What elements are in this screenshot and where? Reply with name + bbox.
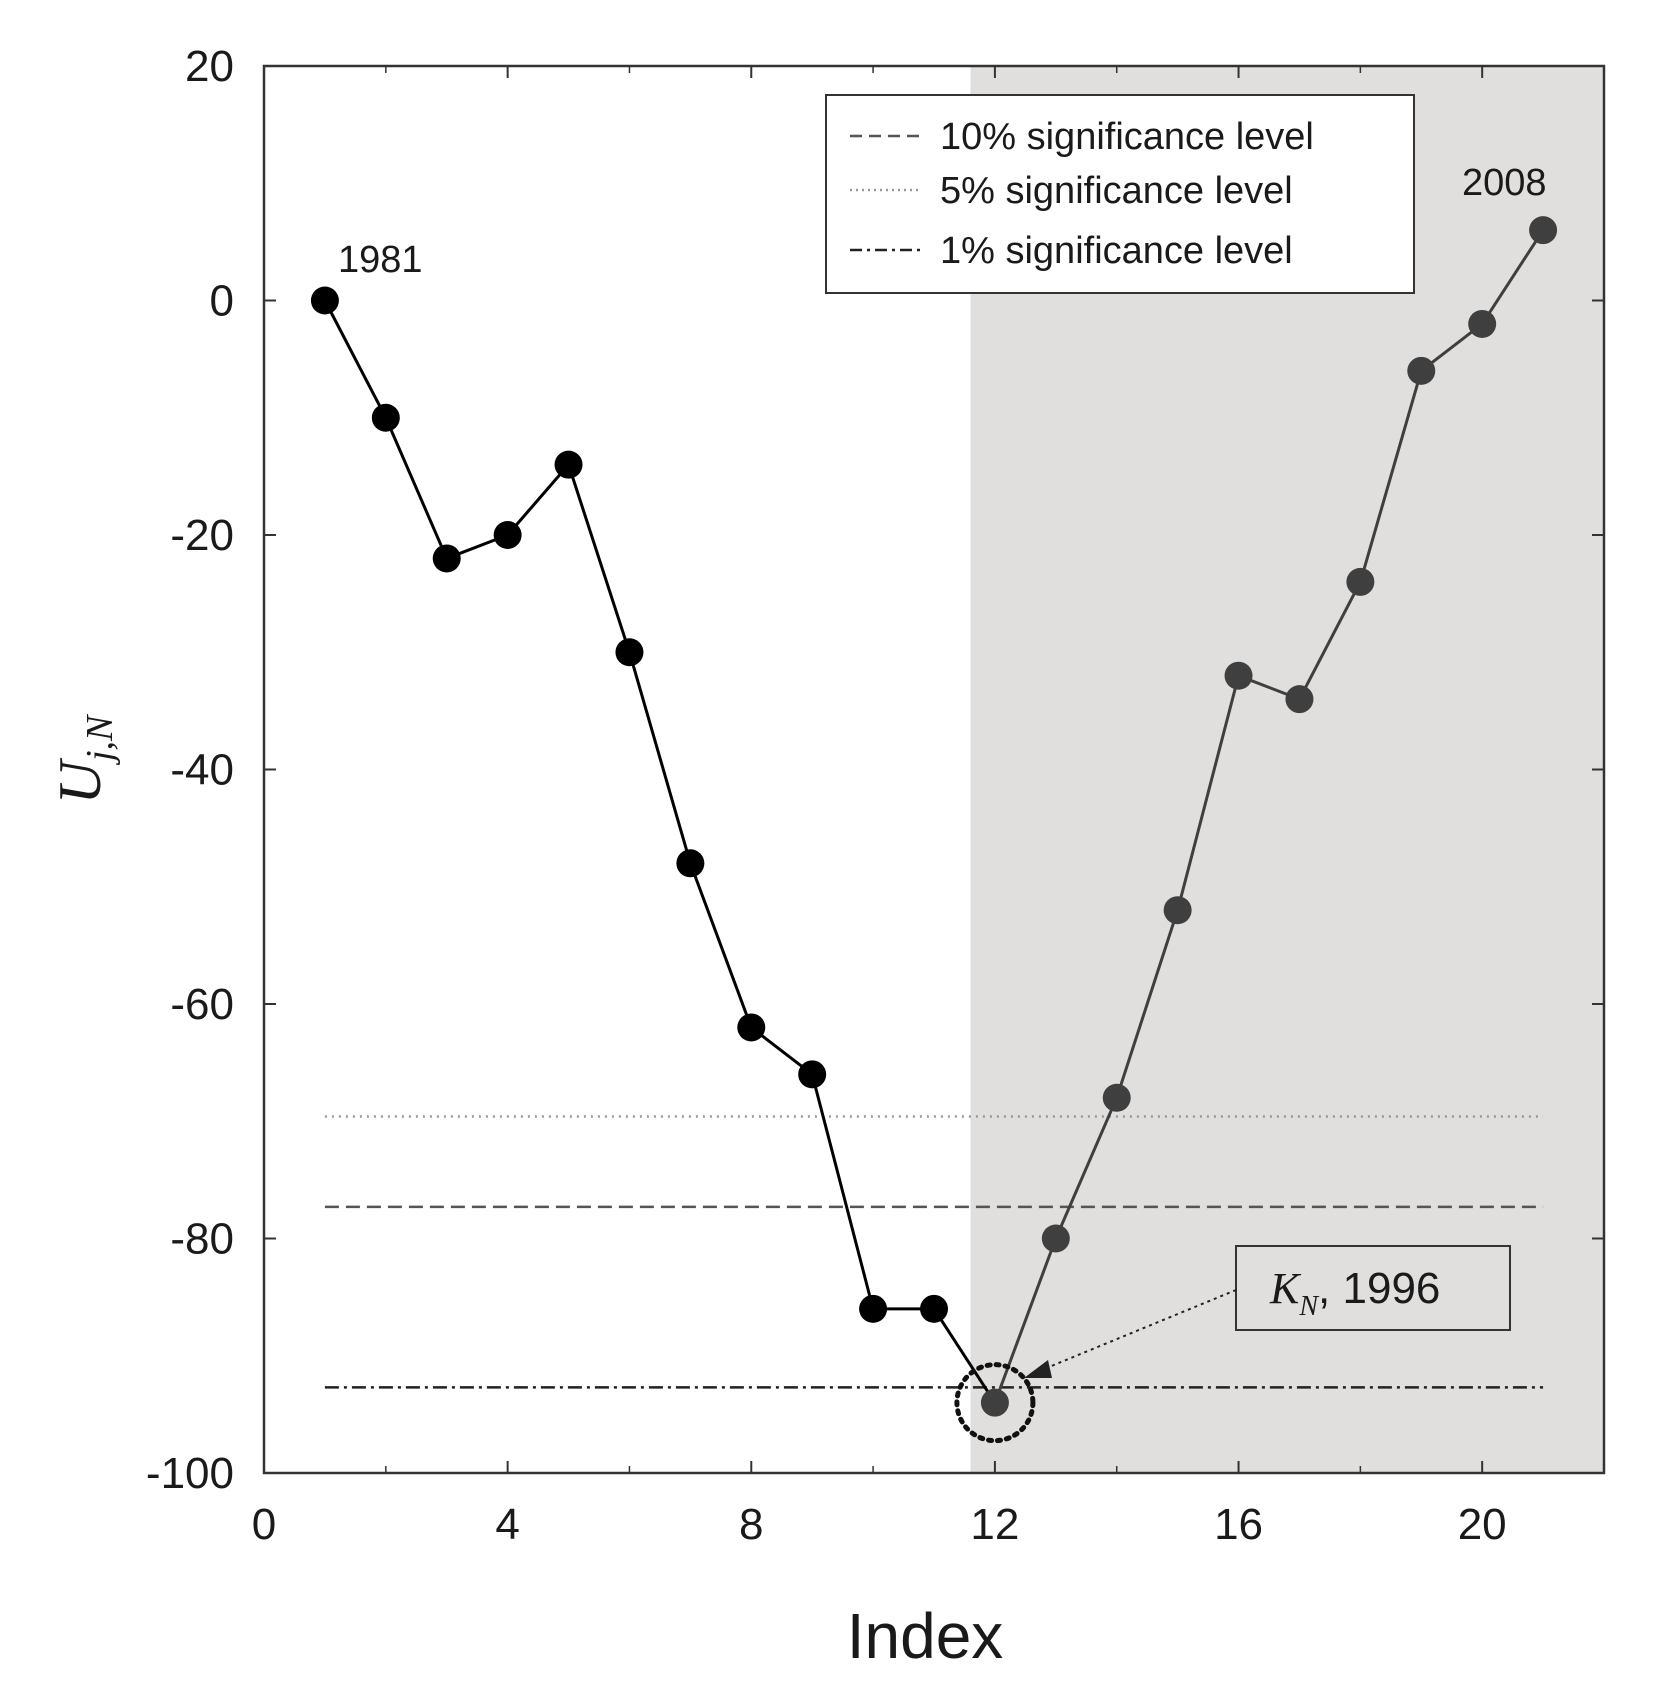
y-tick-label: 0 (210, 277, 234, 326)
data-point (1102, 1083, 1131, 1112)
data-point (371, 403, 400, 432)
series-segment (1298, 581, 1362, 700)
series-segment (1480, 229, 1545, 325)
legend-label-1pct: 1% significance level (940, 230, 1293, 272)
data-point (310, 286, 339, 315)
change-point-year: , 1996 (1318, 1264, 1440, 1313)
x-axis-title: Index (847, 1600, 1004, 1672)
change-point-circle (954, 1362, 1036, 1444)
change-point-arrow (1031, 1289, 1237, 1375)
data-point (432, 544, 461, 573)
change-point-label-box (1235, 1245, 1511, 1331)
data-point (1163, 896, 1192, 925)
data-point (554, 450, 583, 479)
data-point (920, 1294, 948, 1323)
data-point (1529, 216, 1558, 245)
data-point (615, 638, 644, 667)
data-point (1346, 567, 1375, 596)
series-segment (932, 1308, 997, 1404)
x-tick-label: 20 (1458, 1500, 1507, 1549)
data-point (859, 1294, 888, 1323)
y-axis-title-main: U (47, 757, 113, 804)
y-axis-title: Uj,N (47, 713, 121, 804)
series-segment (567, 464, 631, 653)
data-point (1285, 685, 1314, 714)
legend-label-5pct: 5% significance level (940, 170, 1293, 212)
data-point (493, 521, 522, 549)
data-point (737, 1013, 766, 1042)
y-axis-title-sub: j,N (79, 713, 121, 766)
data-point (1224, 661, 1253, 690)
change-point-arrowhead (1024, 1360, 1052, 1378)
data-point (798, 1060, 827, 1089)
legend: 10% significance level 5% significance l… (825, 94, 1415, 294)
x-tick-label: 8 (739, 1500, 763, 1549)
axes: 0 4 8 12 16 20 20 0 -20 -40 -60 -80 -100 (146, 42, 1606, 1549)
y-tick-label: 20 (185, 42, 234, 91)
series-segment (688, 862, 753, 1028)
series-segment (1358, 370, 1423, 583)
series-segment (1176, 675, 1240, 911)
data-point (676, 849, 705, 878)
series-segment (993, 1237, 1058, 1404)
annotation-end-year: 2008 (1462, 162, 1547, 204)
change-point-annotation: KN, 1996 (1024, 1245, 1511, 1378)
x-tick-label: 0 (252, 1500, 276, 1549)
y-tick-label: -20 (170, 511, 234, 560)
data-point (1041, 1224, 1070, 1253)
change-point-subscript: N (1298, 1291, 1319, 1322)
data-point (980, 1388, 1009, 1417)
threshold-lines (324, 1115, 1544, 1389)
series-segment (628, 651, 692, 864)
series-segment (384, 417, 449, 560)
change-point-label: KN, 1996 (1269, 1264, 1440, 1322)
data-points (310, 216, 1558, 1444)
data-point (1468, 309, 1497, 338)
series-segment (1054, 1097, 1119, 1240)
x-tick-label: 16 (1214, 1500, 1263, 1549)
x-tick-label: 12 (970, 1500, 1019, 1549)
change-point-symbol: K (1269, 1264, 1302, 1313)
y-tick-label: -80 (170, 1215, 234, 1264)
legend-label-10pct: 10% significance level (940, 116, 1314, 158)
x-tick-label: 4 (495, 1500, 519, 1549)
data-point (1407, 356, 1436, 385)
annotation-start-year: 1981 (338, 239, 423, 281)
series-segment (1115, 909, 1180, 1099)
y-tick-label: -40 (170, 746, 234, 795)
series-segment (323, 299, 388, 419)
y-tick-label: -100 (146, 1449, 234, 1498)
series-segment (810, 1073, 875, 1310)
y-tick-label: -60 (170, 980, 234, 1029)
series-segment (506, 463, 570, 536)
legend-box (825, 94, 1415, 294)
